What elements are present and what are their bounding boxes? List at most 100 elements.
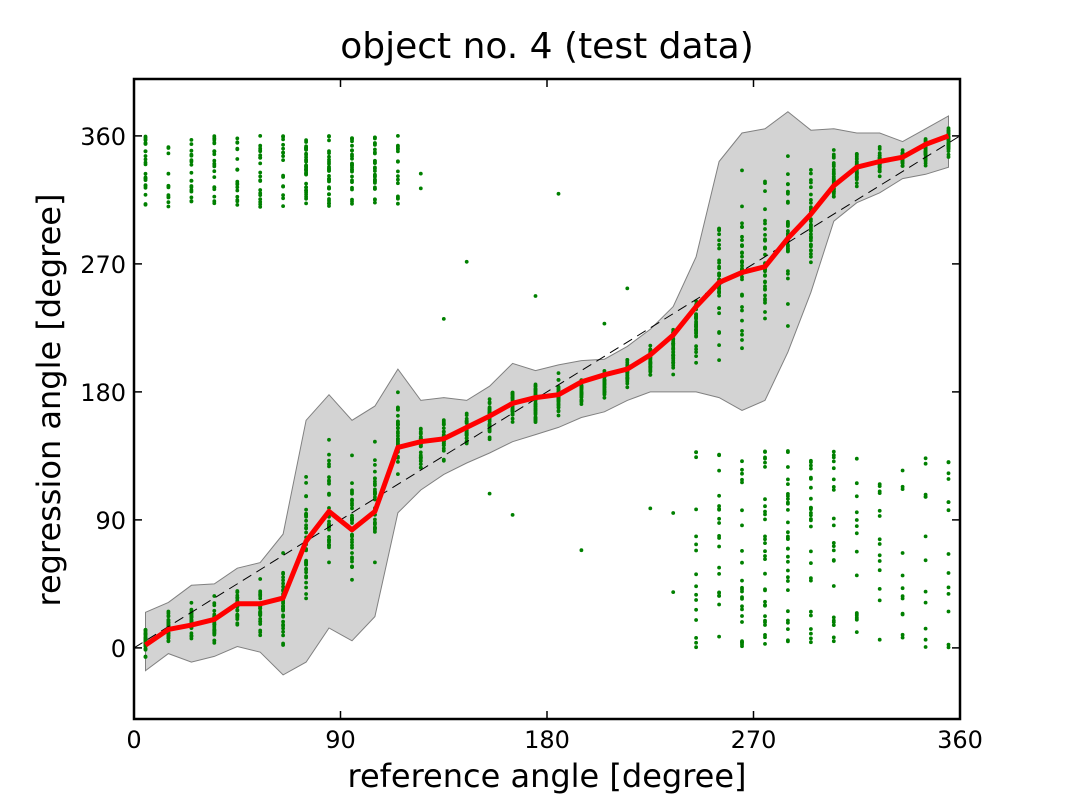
scatter-point xyxy=(809,460,813,465)
scatter-point xyxy=(304,181,308,186)
scatter-point xyxy=(831,548,836,553)
scatter-point xyxy=(694,347,698,352)
scatter-point xyxy=(809,219,813,224)
scatter-point xyxy=(946,585,951,590)
scatter-point xyxy=(441,426,446,430)
scatter-point xyxy=(809,252,813,256)
scatter-point xyxy=(694,534,698,539)
scatter-point xyxy=(373,159,377,164)
scatter-point xyxy=(694,507,698,512)
scatter-point xyxy=(304,159,308,164)
scatter-point xyxy=(235,194,240,199)
scatter-point xyxy=(900,487,905,491)
scatter-point xyxy=(556,191,561,196)
scatter-point xyxy=(350,180,354,185)
scatter-point xyxy=(854,175,859,180)
scatter-point xyxy=(786,508,790,512)
scatter-point xyxy=(740,523,744,528)
scatter-point xyxy=(763,517,767,522)
scatter-point xyxy=(304,580,308,585)
scatter-point xyxy=(464,436,469,441)
scatter-point xyxy=(373,147,377,152)
scatter-point xyxy=(327,437,331,442)
scatter-point xyxy=(327,154,331,159)
scatter-point xyxy=(304,494,308,499)
scatter-point xyxy=(900,573,905,578)
scatter-point xyxy=(900,164,905,168)
scatter-point xyxy=(350,577,354,582)
scatter-point xyxy=(533,408,538,413)
scatter-point xyxy=(671,355,676,359)
scatter-point xyxy=(304,155,308,160)
scatter-point xyxy=(786,302,790,306)
scatter-point xyxy=(258,633,263,638)
scatter-point xyxy=(717,330,721,334)
scatter-point xyxy=(441,457,446,462)
scatter-point xyxy=(786,530,790,535)
scatter-point xyxy=(350,136,354,141)
scatter-point xyxy=(602,382,607,387)
scatter-point xyxy=(809,561,813,565)
scatter-point xyxy=(717,602,721,607)
x-tick-label: 180 xyxy=(524,726,570,754)
scatter-point xyxy=(717,232,721,237)
scatter-point xyxy=(166,635,171,640)
scatter-point xyxy=(694,592,698,597)
scatter-point xyxy=(809,168,813,172)
axis-ticks: 0 90 180 270 360 0 90 180 270 360 xyxy=(80,77,983,754)
scatter-point xyxy=(556,413,561,418)
scatter-point xyxy=(579,386,584,391)
scatter-point xyxy=(441,429,446,434)
scatter-point xyxy=(786,627,790,631)
scatter-point xyxy=(877,542,882,546)
scatter-point xyxy=(854,456,859,461)
scatter-point xyxy=(304,194,308,199)
scatter-point xyxy=(396,472,400,476)
scatter-point xyxy=(671,365,676,370)
scatter-point xyxy=(373,463,377,467)
scatter-point xyxy=(373,197,377,202)
scatter-point xyxy=(373,135,377,140)
mean-line xyxy=(144,133,950,648)
scatter-point xyxy=(350,503,354,508)
scatter-point xyxy=(258,197,263,202)
scatter-point xyxy=(189,617,194,622)
scatter-point xyxy=(877,637,882,642)
scatter-point xyxy=(235,612,240,617)
scatter-point xyxy=(763,534,767,539)
scatter-point xyxy=(648,369,653,374)
scatter-point xyxy=(763,316,767,321)
scatter-point xyxy=(327,481,331,486)
scatter-point xyxy=(143,202,148,207)
scatter-point xyxy=(694,323,698,328)
scatter-point xyxy=(740,644,744,649)
scatter-point xyxy=(763,465,767,469)
scatter-point xyxy=(786,500,790,505)
scatter-point xyxy=(854,171,859,176)
scatter-point xyxy=(143,149,148,154)
scatter-point xyxy=(740,168,744,173)
scatter-point xyxy=(694,618,698,622)
scatter-point xyxy=(281,629,285,634)
scatter-point xyxy=(877,598,882,603)
scatter-point xyxy=(143,141,148,146)
scatter-point xyxy=(809,477,813,481)
scatter-point xyxy=(235,621,240,626)
scatter-point xyxy=(763,588,767,593)
scatter-point xyxy=(740,277,744,282)
scatter-point xyxy=(831,544,836,548)
scatter-point xyxy=(809,260,813,265)
scatter-point xyxy=(786,520,790,525)
scatter-point xyxy=(350,148,354,153)
scatter-point xyxy=(717,286,721,291)
scatter-point xyxy=(831,523,836,528)
scatter-point xyxy=(923,558,928,563)
scatter-point xyxy=(717,452,721,457)
scatter-point xyxy=(143,638,148,643)
scatter-point xyxy=(763,287,767,292)
scatter-point xyxy=(831,541,836,545)
scatter-point xyxy=(396,149,400,154)
scatter-point xyxy=(717,246,721,251)
scatter-point xyxy=(258,153,263,158)
scatter-point xyxy=(740,254,744,259)
